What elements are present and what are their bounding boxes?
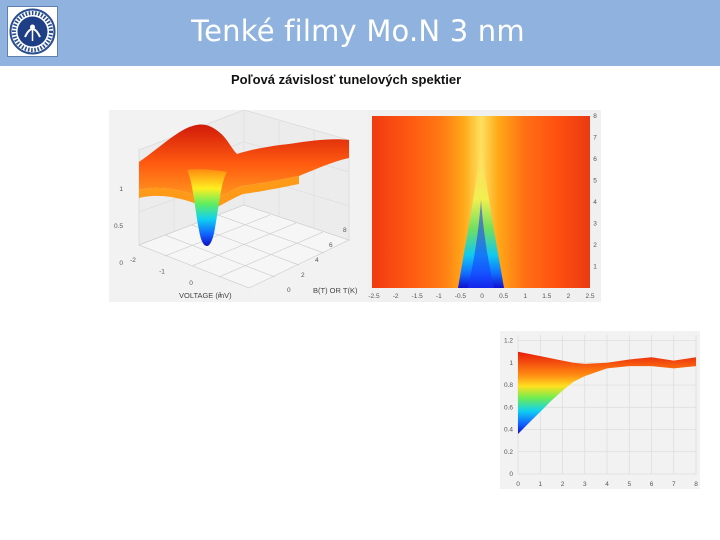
heatmap-x-tick: 1	[523, 293, 527, 300]
surface-y-tick: 4	[315, 257, 319, 264]
band-area	[518, 351, 696, 434]
surface-y-tick: 2	[301, 272, 305, 279]
heatmap-x-tick: -1.5	[412, 293, 424, 300]
surface-x-tick: 1	[218, 292, 222, 299]
heatmap-x-tick: 0.5	[499, 293, 508, 300]
heatmap-y-tick: 6	[593, 156, 597, 163]
band-x-tick: 6	[650, 481, 654, 488]
surface-y-tick: 6	[329, 242, 333, 249]
surface-xlabel: VOLTAGE (mV)	[179, 291, 232, 300]
surface-y-tick: 0	[287, 287, 291, 294]
band-x-tick: 1	[538, 481, 542, 488]
surface-x-tick: -1	[159, 269, 165, 276]
surface-plot: 00.51-2-101202468 VOLTAGE (mV) B(T) OR T…	[109, 109, 368, 310]
surface-floor	[138, 204, 350, 289]
band-y-tick: 0.2	[504, 449, 513, 456]
band-x-tick: 7	[672, 481, 676, 488]
band-y-tick: 0	[509, 471, 513, 478]
heatmap-y-tick: 1	[593, 264, 597, 271]
band-y-tick: 1.2	[504, 338, 513, 345]
band-y-tick: 0.4	[504, 427, 513, 434]
heatmap-x-tick: 2	[567, 293, 571, 300]
heatmap-y-tick: 7	[593, 135, 597, 142]
band-x-tick: 5	[627, 481, 631, 488]
heatmap-x-tick: -2	[393, 293, 399, 300]
band-y-tick: 1	[509, 360, 513, 367]
band-plot: 0 1 2 3 4 5 6 7 8 0 0.2 0.4 0.6 0.8 1 1.2	[500, 331, 700, 489]
surface-x-tick: -2	[130, 257, 136, 264]
heatmap-x-tick: 2.5	[585, 293, 594, 300]
institution-seal-icon	[7, 6, 58, 57]
band-x-tick: 4	[605, 481, 609, 488]
heatmap-y-tick: 3	[593, 221, 597, 228]
band-y-tick: 0.6	[504, 404, 513, 411]
page-subtitle: Poľová závislosť tunelových spektier	[231, 72, 462, 87]
surface-z-tick: 0.5	[114, 223, 123, 230]
page-title: Tenké filmy Mo.N 3 nm	[191, 14, 525, 48]
surface-mesh	[139, 124, 349, 246]
band-x-tick: 2	[561, 481, 565, 488]
heatmap-y-tick: 4	[593, 199, 597, 206]
band-y-tick: 0.8	[504, 382, 513, 389]
surface-ylabel: B(T) OR T(K)	[313, 286, 358, 295]
surface-z-tick: 1	[119, 186, 123, 193]
band-x-tick: 0	[516, 481, 520, 488]
surface-y-tick: 8	[343, 227, 347, 234]
heatmap-x-tick: -2.5	[368, 293, 380, 300]
band-x-tick: 3	[583, 481, 587, 488]
heatmap-x-tick: -1	[436, 293, 442, 300]
heatmap-y-tick: 8	[593, 113, 597, 120]
heatmap-y-tick: 2	[593, 242, 597, 249]
heatmap-plot: -2.5 -2 -1.5 -1 -0.5 0 0.5 1 1.5 2 2.5 1 2 3 4 5 6 7 8	[368, 110, 601, 302]
heatmap-x-tick: 1.5	[542, 293, 551, 300]
surface-z-tick: 0	[119, 260, 123, 267]
surface-x-tick: 0	[189, 280, 193, 287]
heatmap-y-tick: 5	[593, 178, 597, 185]
band-x-tick: 8	[694, 481, 698, 488]
heatmap-x-tick: 0	[480, 293, 484, 300]
heatmap-x-tick: -0.5	[455, 293, 467, 300]
header-bar: Tenké filmy Mo.N 3 nm	[0, 0, 720, 66]
